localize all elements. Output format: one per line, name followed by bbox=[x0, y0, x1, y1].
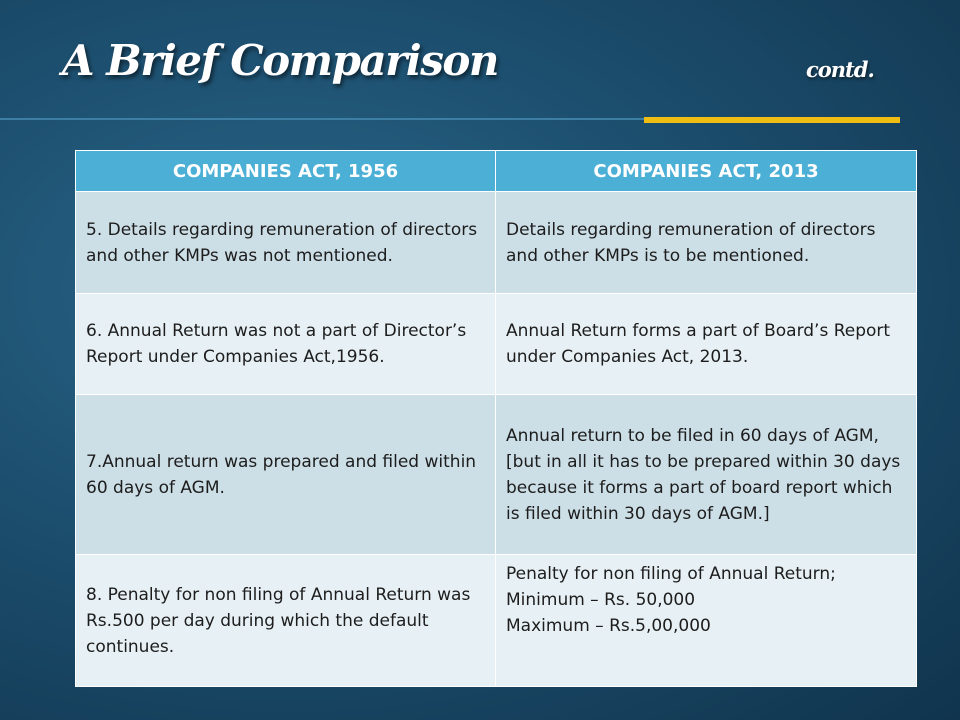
table-row: 6. Annual Return was not a part of Direc… bbox=[75, 293, 917, 395]
comparison-table: COMPANIES ACT, 1956 COMPANIES ACT, 2013 … bbox=[75, 150, 917, 687]
table-row: 7.Annual return was prepared and filed w… bbox=[75, 394, 917, 555]
table-row: 8. Penalty for non filing of Annual Retu… bbox=[75, 554, 917, 687]
cell-act-2013: Annual Return forms a part of Board’s Re… bbox=[495, 293, 917, 395]
header-act-1956: COMPANIES ACT, 1956 bbox=[75, 150, 496, 192]
accent-bar bbox=[644, 117, 900, 123]
cell-act-1956: 7.Annual return was prepared and filed w… bbox=[75, 394, 496, 555]
slide-title: A Brief Comparison bbox=[62, 36, 499, 85]
table-row: 5. Details regarding remuneration of dir… bbox=[75, 191, 917, 294]
cell-act-2013: Penalty for non filing of Annual Return;… bbox=[495, 554, 917, 687]
title-divider bbox=[0, 118, 900, 120]
header-act-2013: COMPANIES ACT, 2013 bbox=[495, 150, 917, 192]
penalty-line: Penalty for non filing of Annual Return; bbox=[506, 564, 836, 584]
cell-act-1956: 6. Annual Return was not a part of Direc… bbox=[75, 293, 496, 395]
table-header-row: COMPANIES ACT, 1956 COMPANIES ACT, 2013 bbox=[75, 150, 917, 192]
penalty-maximum-line: Maximum – Rs.5,00,000 bbox=[506, 616, 711, 636]
cell-act-2013: Details regarding remuneration of direct… bbox=[495, 191, 917, 294]
cell-act-2013: Annual return to be filed in 60 days of … bbox=[495, 394, 917, 555]
slide-subtitle-contd: contd. bbox=[806, 57, 875, 82]
cell-act-1956: 8. Penalty for non filing of Annual Retu… bbox=[75, 554, 496, 687]
penalty-minimum-line: Minimum – Rs. 50,000 bbox=[506, 590, 696, 610]
cell-act-1956: 5. Details regarding remuneration of dir… bbox=[75, 191, 496, 294]
